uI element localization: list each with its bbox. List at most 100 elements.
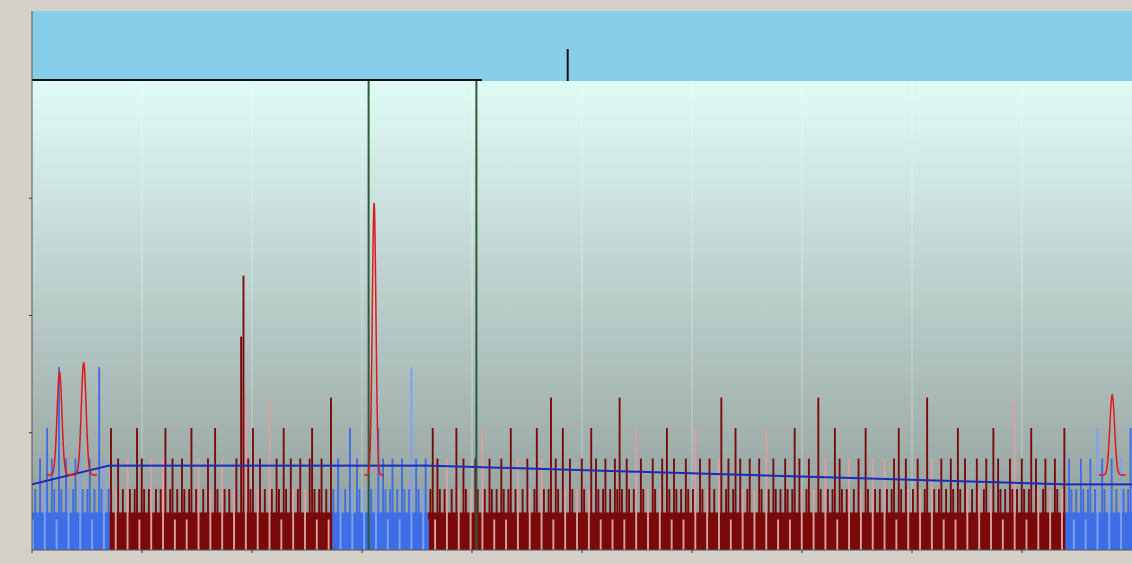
bar: [261, 519, 264, 550]
bar: [457, 489, 460, 550]
bar: [888, 519, 891, 550]
bar: [554, 458, 557, 550]
bar: [84, 519, 86, 550]
bar: [181, 458, 183, 550]
bar: [748, 458, 751, 550]
bar: [162, 458, 164, 550]
bar: [843, 519, 846, 550]
bar: [1030, 428, 1033, 550]
bar: [268, 397, 271, 550]
bar: [32, 519, 34, 550]
bar: [150, 458, 153, 550]
bar: [464, 489, 467, 550]
bar: [810, 519, 813, 550]
bar: [429, 489, 432, 550]
bar: [907, 489, 910, 550]
bar: [602, 489, 604, 550]
bar: [661, 458, 664, 550]
fit-peak-curve: [364, 202, 384, 476]
bar: [327, 519, 330, 550]
bar: [325, 489, 328, 550]
bar: [136, 428, 138, 550]
bar: [604, 458, 607, 550]
bar: [961, 519, 964, 550]
bar: [542, 489, 545, 550]
bar: [876, 519, 879, 550]
bar: [824, 458, 827, 550]
bar: [857, 458, 860, 550]
bar: [822, 519, 824, 550]
bar: [389, 489, 392, 550]
bar: [259, 458, 261, 550]
bar: [1039, 519, 1042, 550]
bar: [221, 458, 224, 550]
bar: [408, 489, 411, 550]
fit-peak-curve: [46, 371, 73, 476]
bar: [571, 489, 574, 550]
bar: [60, 489, 63, 550]
bar: [921, 519, 924, 550]
bar: [701, 489, 704, 550]
bar: [845, 489, 848, 550]
bar: [793, 428, 796, 550]
main-plot-panel[interactable]: [31, 81, 1132, 550]
bar: [644, 519, 647, 550]
bar: [713, 489, 716, 550]
bar: [547, 489, 550, 550]
bar: [270, 489, 273, 550]
bar: [1023, 489, 1026, 550]
bar: [819, 489, 822, 550]
bar: [91, 519, 94, 550]
bar: [975, 458, 978, 550]
bar: [687, 489, 690, 550]
bar: [978, 489, 981, 550]
bar: [69, 519, 72, 550]
bar: [992, 428, 995, 550]
bar: [337, 458, 340, 550]
bar: [985, 458, 988, 550]
bar: [625, 458, 628, 550]
bar: [1087, 489, 1089, 550]
bar: [516, 458, 519, 550]
bar: [441, 519, 444, 550]
bar: [900, 489, 903, 550]
bar: [637, 519, 640, 550]
bar: [796, 519, 798, 550]
bar: [403, 489, 406, 550]
bar: [348, 428, 351, 550]
bar: [926, 397, 929, 550]
bar: [370, 489, 373, 550]
bar: [119, 519, 122, 550]
axes: [29, 11, 1132, 553]
overview-panel[interactable]: [32, 11, 1132, 81]
bar: [1094, 489, 1097, 550]
bar: [1025, 519, 1028, 550]
bar: [183, 489, 186, 550]
bar: [443, 489, 446, 550]
bar: [904, 458, 907, 550]
bar: [143, 489, 146, 550]
bar: [235, 458, 238, 550]
bar: [848, 458, 851, 550]
bar: [959, 489, 962, 550]
bar: [341, 519, 344, 550]
bar: [833, 428, 836, 550]
bar: [41, 519, 44, 550]
bar: [107, 489, 110, 550]
bar: [216, 489, 219, 550]
bar: [800, 489, 803, 550]
bar: [474, 458, 477, 550]
bar: [438, 489, 441, 550]
bar: [372, 519, 375, 550]
bar: [415, 458, 418, 550]
bar: [100, 489, 103, 550]
bar: [197, 458, 200, 550]
bar: [332, 489, 335, 550]
bar: [1011, 489, 1014, 550]
bar: [209, 489, 212, 550]
bar: [112, 519, 115, 550]
bar: [1032, 519, 1035, 550]
bar: [729, 519, 732, 550]
bar: [1008, 458, 1011, 550]
bar: [195, 489, 198, 550]
